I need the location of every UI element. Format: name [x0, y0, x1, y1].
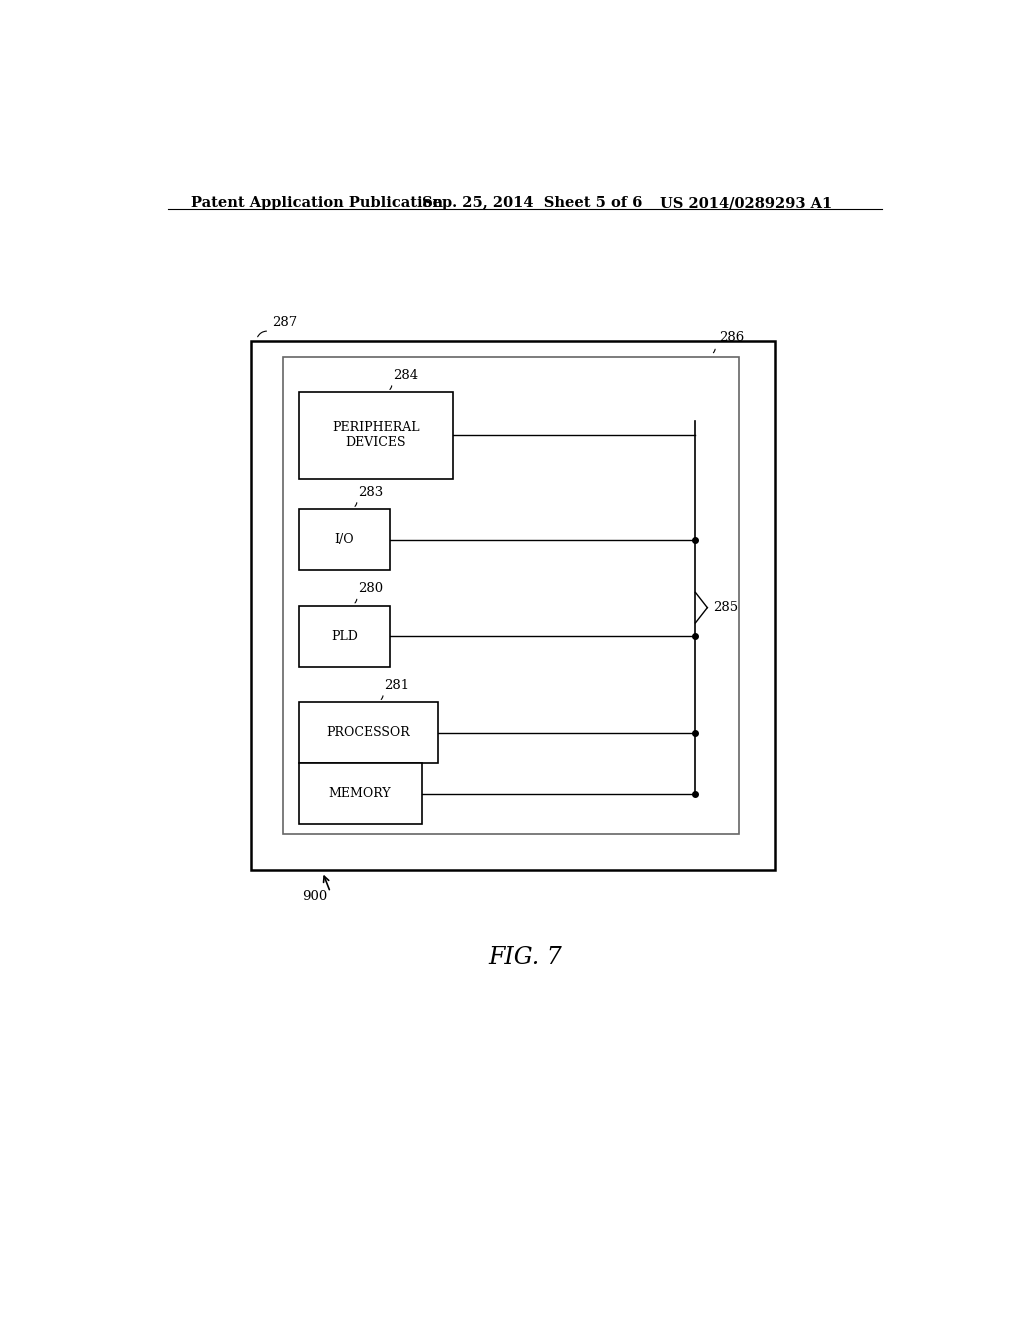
Text: 280: 280: [358, 582, 383, 595]
Text: 283: 283: [358, 486, 384, 499]
Bar: [251, 342, 775, 870]
Bar: [299, 510, 390, 570]
Text: 900: 900: [303, 890, 328, 903]
Text: FIG. 7: FIG. 7: [487, 946, 562, 969]
Text: 281: 281: [385, 678, 410, 692]
Bar: [283, 356, 739, 834]
Text: 286: 286: [719, 331, 744, 345]
Text: 282: 282: [376, 741, 401, 752]
Text: PLD: PLD: [331, 630, 357, 643]
Bar: [299, 702, 437, 763]
Bar: [299, 606, 390, 667]
Text: 285: 285: [713, 601, 738, 614]
Text: 284: 284: [393, 370, 419, 381]
Bar: [299, 392, 454, 479]
Text: US 2014/0289293 A1: US 2014/0289293 A1: [659, 195, 831, 210]
Bar: [299, 763, 422, 824]
Text: 287: 287: [272, 317, 298, 329]
Text: PROCESSOR: PROCESSOR: [327, 726, 410, 739]
Text: MEMORY: MEMORY: [329, 787, 391, 800]
Text: PERIPHERAL
DEVICES: PERIPHERAL DEVICES: [332, 421, 420, 449]
Text: Patent Application Publication: Patent Application Publication: [191, 195, 443, 210]
Text: Sep. 25, 2014  Sheet 5 of 6: Sep. 25, 2014 Sheet 5 of 6: [422, 195, 642, 210]
Text: I/O: I/O: [335, 533, 354, 546]
